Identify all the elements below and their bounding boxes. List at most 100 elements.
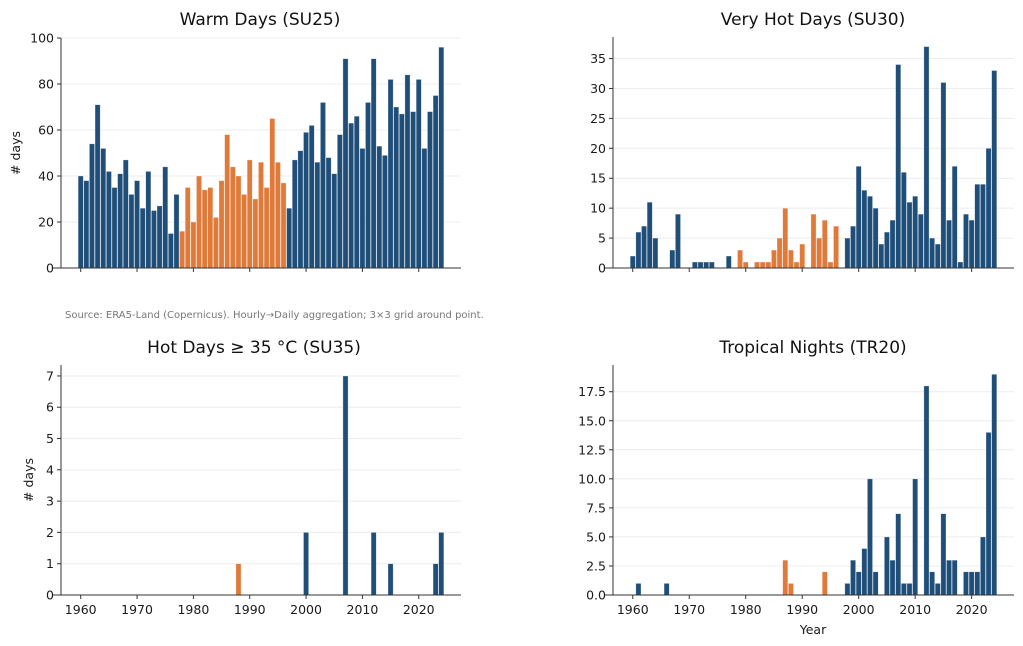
bar-1991 [252, 198, 259, 269]
y-tick-label: 1 [46, 556, 54, 571]
bar-2017 [951, 559, 958, 596]
bar-1994 [269, 118, 276, 269]
bar-1964 [652, 237, 659, 269]
bar-2001 [861, 548, 868, 596]
bar-1999 [850, 225, 856, 269]
bar-2010 [359, 148, 366, 269]
x-tick-label: 1970 [121, 602, 153, 617]
bar-2011 [917, 213, 924, 269]
y-tick-label: 35 [590, 51, 606, 66]
bar-1966 [663, 583, 670, 596]
bar-1967 [117, 173, 124, 269]
chart-title: Warm Days (SU25) [180, 10, 341, 30]
bar-1973 [703, 261, 710, 269]
bar-2021 [974, 183, 981, 269]
bar-2021 [421, 148, 428, 269]
y-tick-label: 17.5 [578, 384, 606, 399]
bar-2012 [370, 58, 377, 269]
bar-2008 [900, 583, 907, 596]
bar-2009 [906, 583, 913, 596]
bar-1994 [821, 219, 828, 269]
x-tick-label: 2020 [403, 602, 435, 617]
bar-1983 [207, 187, 214, 269]
chart-title: Tropical Nights (TR20) [718, 338, 906, 358]
y-axis-label: # days [8, 131, 23, 175]
bar-1972 [145, 171, 152, 269]
x-axis-label: Year [799, 622, 827, 637]
bar-1981 [196, 175, 202, 269]
bar-1974 [708, 261, 715, 269]
bar-1993 [263, 187, 270, 269]
bar-2015 [940, 82, 947, 269]
bar-2005 [331, 173, 338, 269]
y-tick-label: 40 [38, 169, 54, 184]
bar-1968 [675, 213, 681, 269]
bar-1971 [691, 261, 698, 269]
bar-2013 [376, 145, 383, 269]
bar-2000 [855, 571, 862, 596]
x-tick-label: 2020 [956, 602, 988, 617]
y-tick-label: 2.5 [586, 558, 606, 573]
y-tick-label: 20 [590, 141, 606, 156]
y-tick-label: 100 [30, 31, 54, 46]
y-tick-label: 80 [38, 77, 54, 92]
bar-1997 [286, 207, 293, 269]
bar-2022 [427, 111, 433, 269]
bar-1962 [89, 143, 95, 269]
bar-2013 [929, 571, 936, 596]
bar-2006 [336, 134, 343, 269]
bar-2003 [320, 102, 326, 269]
y-tick-label: 3 [46, 494, 54, 509]
y-axis-label: # days [21, 458, 36, 502]
bar-2023 [985, 432, 992, 596]
bar-2014 [934, 243, 941, 269]
bar-2008 [348, 122, 355, 269]
bar-1998 [844, 237, 851, 269]
bar-1990 [246, 159, 253, 269]
bar-2004 [325, 157, 332, 269]
bar-2012 [370, 532, 377, 596]
bar-2019 [410, 111, 416, 269]
bar-1961 [83, 180, 90, 269]
bar-2024 [991, 70, 998, 269]
bar-2006 [889, 559, 896, 596]
bar-1988 [788, 583, 794, 596]
bar-1964 [100, 148, 107, 269]
bar-2016 [393, 106, 400, 269]
bar-1992 [258, 161, 264, 269]
bar-1990 [799, 243, 806, 269]
bar-1988 [235, 175, 242, 269]
panel-su30: Very Hot Days (SU30) 0 5 10 15 20 25 30 35 [590, 10, 1014, 276]
y-tick-label: 30 [590, 81, 606, 96]
bar-1977 [725, 255, 732, 269]
bar-2016 [946, 559, 952, 596]
bar-1967 [669, 249, 676, 269]
bar-1979 [737, 249, 743, 269]
bar-1979 [184, 187, 191, 269]
bar-2022 [980, 183, 986, 269]
bar-1975 [162, 166, 169, 269]
y-tick-label: 5 [46, 431, 54, 446]
bar-2010 [912, 195, 919, 269]
y-tick-label: 4 [46, 462, 54, 477]
bar-1961 [635, 583, 642, 596]
bar-1986 [224, 134, 231, 269]
bar-1962 [641, 225, 647, 269]
bar-1980 [190, 221, 197, 269]
y-tick-label: 20 [38, 215, 54, 230]
bar-1969 [128, 194, 135, 269]
y-tick-label: 15 [590, 171, 606, 186]
bar-2024 [438, 46, 445, 269]
y-tick-label: 6 [46, 400, 54, 415]
bar-1961 [635, 231, 642, 269]
bar-2007 [342, 375, 349, 596]
bar-2007 [895, 64, 902, 269]
y-tick-label: 0 [46, 261, 54, 276]
x-tick-label: 2010 [347, 602, 379, 617]
bar-2023 [432, 95, 439, 269]
bar-1989 [241, 194, 247, 269]
bar-1977 [173, 194, 180, 269]
bar-2017 [398, 113, 405, 269]
bar-1980 [742, 261, 749, 269]
